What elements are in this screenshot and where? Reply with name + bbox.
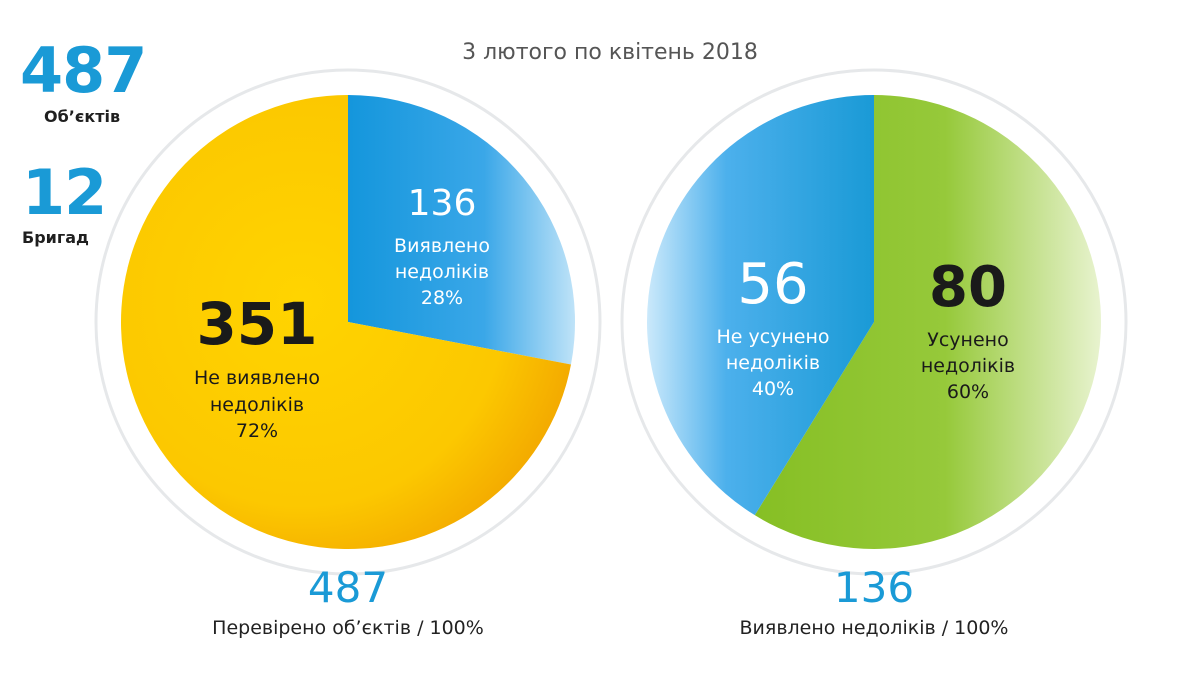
pie2-slice-fixed-line1: Усунено: [927, 329, 1008, 351]
pie2-total-value: 136: [833, 563, 915, 612]
pie2-slice-unfixed-percent: 40%: [752, 378, 794, 400]
objects-label: Об’єктів: [44, 107, 121, 126]
pie2-total-label: Виявлено недоліків / 100%: [739, 617, 1009, 639]
pie2-slice-unfixed: [646, 95, 874, 516]
pie1-slice-nodefects-line1: Не виявлено: [194, 367, 320, 389]
pie2-slice-unfixed-line1: Не усунено: [716, 326, 829, 348]
pie2-slice-fixed-line2: недоліків: [921, 355, 1015, 377]
pie2-slice-fixed-percent: 60%: [947, 381, 989, 403]
pie1-outer-ring: [94, 68, 602, 576]
pie2-slice-fixed-value: 80: [929, 255, 1007, 320]
pie1-slice-nodefects-percent: 72%: [236, 420, 278, 442]
pie2-outer-ring: [620, 68, 1128, 576]
pie2-slice-fixed: [754, 95, 1101, 549]
pie1-slice-nodefects-value: 351: [196, 290, 317, 358]
pie1-slice-defects-line2: недоліків: [395, 261, 489, 283]
chart-subtitle: 3 лютого по квітень 2018: [462, 40, 758, 65]
brigades-count: 12: [22, 156, 107, 229]
pie1-slice-no-defects: [121, 95, 571, 549]
pie1-slice-defects-percent: 28%: [421, 287, 463, 309]
pie-chart-defects: [646, 95, 1101, 549]
pie2-slice-unfixed-value: 56: [737, 252, 808, 317]
pie2-slice-unfixed-line2: недоліків: [726, 352, 820, 374]
pie1-slice-defects-value: 136: [408, 183, 477, 224]
pie-chart-inspected: [121, 95, 576, 549]
pie1-slice-defects-line1: Виявлено: [394, 235, 490, 257]
objects-count: 487: [20, 34, 147, 107]
pie1-slice-defects: [348, 95, 576, 365]
pie1-slice-nodefects-line2: недоліків: [210, 394, 304, 416]
pie1-total-value: 487: [307, 563, 389, 612]
pie1-total-label: Перевірено об’єктів / 100%: [212, 617, 484, 639]
brigades-label: Бригад: [22, 228, 89, 247]
